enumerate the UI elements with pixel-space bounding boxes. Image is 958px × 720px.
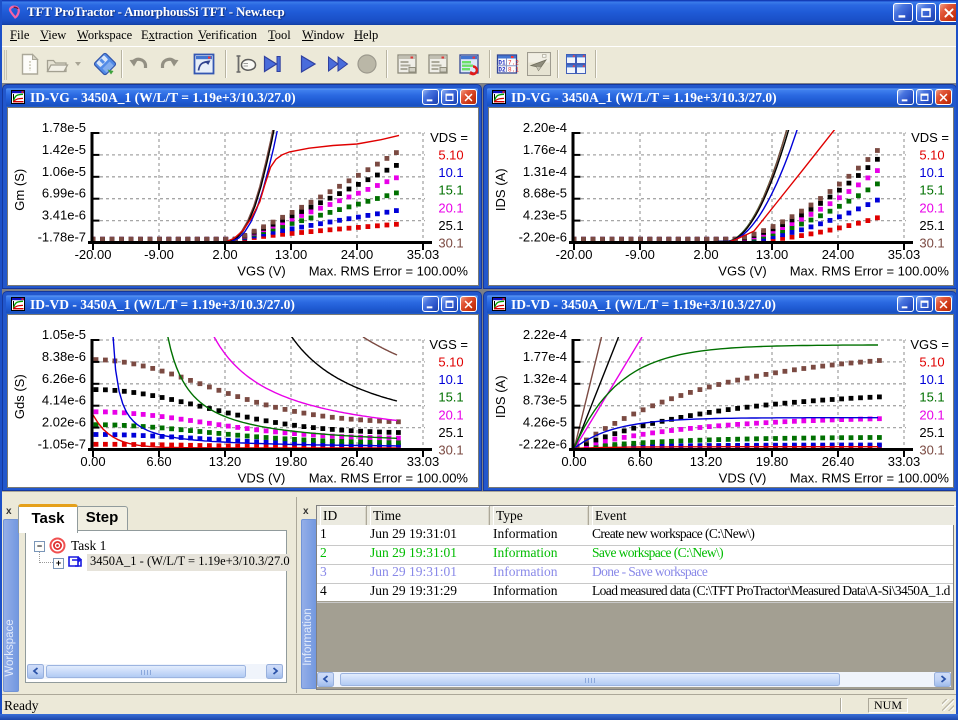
svg-text:15.1: 15.1 (919, 183, 944, 198)
svg-text:20.1: 20.1 (438, 200, 463, 215)
svg-text:30.1: 30.1 (919, 236, 944, 251)
svg-text:13.20: 13.20 (209, 454, 242, 469)
svg-text:1.77e-4: 1.77e-4 (523, 349, 567, 364)
svg-text:15.1: 15.1 (438, 390, 463, 405)
svg-text:5.10: 5.10 (438, 355, 463, 370)
svg-text:10.1: 10.1 (438, 165, 463, 180)
svg-text:VDS =: VDS = (430, 130, 468, 145)
svg-text:VGS (V): VGS (V) (237, 264, 285, 279)
svg-text:8.38e-6: 8.38e-6 (42, 349, 86, 364)
svg-text:30.1: 30.1 (438, 443, 463, 458)
svg-text:2.22e-4: 2.22e-4 (523, 327, 567, 342)
svg-text:-1.05e-7: -1.05e-7 (38, 437, 86, 452)
svg-text:Max. RMS Error = 100.00%: Max. RMS Error = 100.00% (309, 264, 469, 279)
svg-text:10.1: 10.1 (919, 165, 944, 180)
svg-text:3.41e-6: 3.41e-6 (42, 208, 86, 223)
svg-text:Gds (S): Gds (S) (12, 374, 27, 419)
svg-text:Max. RMS Error = 100.00%: Max. RMS Error = 100.00% (790, 471, 950, 486)
svg-text:15.1: 15.1 (919, 390, 944, 405)
svg-text:VDS (V): VDS (V) (719, 471, 767, 486)
svg-text:25.1: 25.1 (438, 218, 463, 233)
svg-text:8.1: 8.1 (508, 67, 519, 74)
svg-text:10.1: 10.1 (919, 372, 944, 387)
svg-text:1.31e-4: 1.31e-4 (523, 164, 567, 179)
svg-text:13.20: 13.20 (690, 454, 723, 469)
svg-text:25.1: 25.1 (919, 218, 944, 233)
svg-text:6.60: 6.60 (146, 454, 171, 469)
svg-text:2.02e-6: 2.02e-6 (42, 415, 86, 430)
svg-text:33.03: 33.03 (888, 454, 921, 469)
svg-text:VGS =: VGS = (429, 337, 468, 352)
svg-text:35.03: 35.03 (407, 247, 440, 262)
svg-text:-9.00: -9.00 (144, 247, 174, 262)
svg-text:-9.00: -9.00 (625, 247, 655, 262)
svg-text:30.1: 30.1 (919, 443, 944, 458)
svg-text:IDS (A): IDS (A) (493, 375, 508, 418)
svg-text:15.1: 15.1 (438, 183, 463, 198)
svg-text:26.40: 26.40 (341, 454, 374, 469)
svg-text:1.76e-4: 1.76e-4 (523, 142, 567, 157)
svg-text:D1: D1 (498, 60, 506, 67)
svg-text:1.42e-5: 1.42e-5 (42, 142, 86, 157)
svg-text:1.32e-4: 1.32e-4 (523, 371, 567, 386)
svg-text:26.40: 26.40 (822, 454, 855, 469)
svg-text:7.2: 7.2 (508, 60, 519, 67)
svg-text:Max. RMS Error = 100.00%: Max. RMS Error = 100.00% (790, 264, 950, 279)
svg-text:30.1: 30.1 (438, 236, 463, 251)
svg-text:8.73e-5: 8.73e-5 (523, 393, 567, 408)
svg-text:5.10: 5.10 (438, 148, 463, 163)
svg-text:24.00: 24.00 (341, 247, 374, 262)
svg-text:6.99e-6: 6.99e-6 (42, 186, 86, 201)
svg-text:19.80: 19.80 (275, 454, 308, 469)
svg-text:4.23e-5: 4.23e-5 (523, 208, 567, 223)
svg-text:1.78e-5: 1.78e-5 (42, 120, 86, 135)
svg-text:-1.78e-7: -1.78e-7 (38, 230, 86, 245)
svg-text:IDS (A): IDS (A) (493, 168, 508, 211)
svg-text:25.1: 25.1 (919, 425, 944, 440)
svg-text:20.1: 20.1 (438, 407, 463, 422)
svg-text:13.00: 13.00 (275, 247, 308, 262)
svg-text:6.26e-6: 6.26e-6 (42, 371, 86, 386)
svg-text:VDS (V): VDS (V) (238, 471, 286, 486)
svg-text:20.1: 20.1 (919, 200, 944, 215)
svg-text:2.00: 2.00 (693, 247, 718, 262)
svg-text:20.1: 20.1 (919, 407, 944, 422)
svg-text:8.68e-5: 8.68e-5 (523, 186, 567, 201)
svg-text:-2.20e-6: -2.20e-6 (519, 230, 567, 245)
svg-text:Gm (S): Gm (S) (12, 169, 27, 211)
svg-text:10.1: 10.1 (438, 372, 463, 387)
svg-text:25.1: 25.1 (438, 425, 463, 440)
svg-text:4.14e-6: 4.14e-6 (42, 393, 86, 408)
svg-text:6.60: 6.60 (627, 454, 652, 469)
svg-text:VDS =: VDS = (911, 130, 949, 145)
svg-text:24.00: 24.00 (822, 247, 855, 262)
svg-text:0.00: 0.00 (561, 454, 586, 469)
svg-text:33.03: 33.03 (407, 454, 440, 469)
svg-text:D2: D2 (498, 67, 506, 74)
svg-text:5.10: 5.10 (919, 148, 944, 163)
svg-text:-20.00: -20.00 (75, 247, 112, 262)
svg-text:VGS (V): VGS (V) (718, 264, 766, 279)
svg-text:-20.00: -20.00 (556, 247, 593, 262)
svg-text:13.00: 13.00 (756, 247, 789, 262)
svg-text:1.05e-5: 1.05e-5 (42, 327, 86, 342)
svg-text:35.03: 35.03 (888, 247, 921, 262)
svg-text:1.06e-5: 1.06e-5 (42, 164, 86, 179)
svg-text:2.00: 2.00 (212, 247, 237, 262)
svg-text:2.20e-4: 2.20e-4 (523, 120, 567, 135)
svg-text:Max. RMS Error = 100.00%: Max. RMS Error = 100.00% (309, 471, 469, 486)
svg-text:VGS =: VGS = (910, 337, 949, 352)
svg-text:0.00: 0.00 (80, 454, 105, 469)
svg-text:5.10: 5.10 (919, 355, 944, 370)
svg-text:19.80: 19.80 (756, 454, 789, 469)
svg-text:-2.22e-6: -2.22e-6 (519, 437, 567, 452)
svg-text:4.26e-5: 4.26e-5 (523, 415, 567, 430)
